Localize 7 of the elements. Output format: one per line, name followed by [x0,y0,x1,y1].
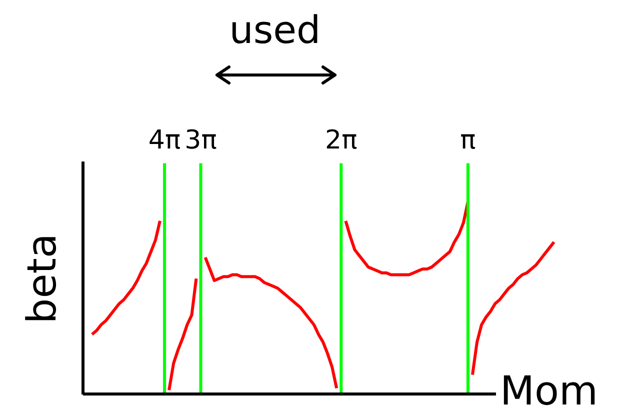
x-axis-title: Mom [500,368,598,414]
x-tick-label: 3π [184,125,217,156]
x-tick-label: π [460,125,476,156]
y-axis-title: beta [19,234,66,324]
x-tick-label: 2π [325,125,358,156]
text: used [228,8,322,52]
x-tick-label: 4π [148,125,181,156]
